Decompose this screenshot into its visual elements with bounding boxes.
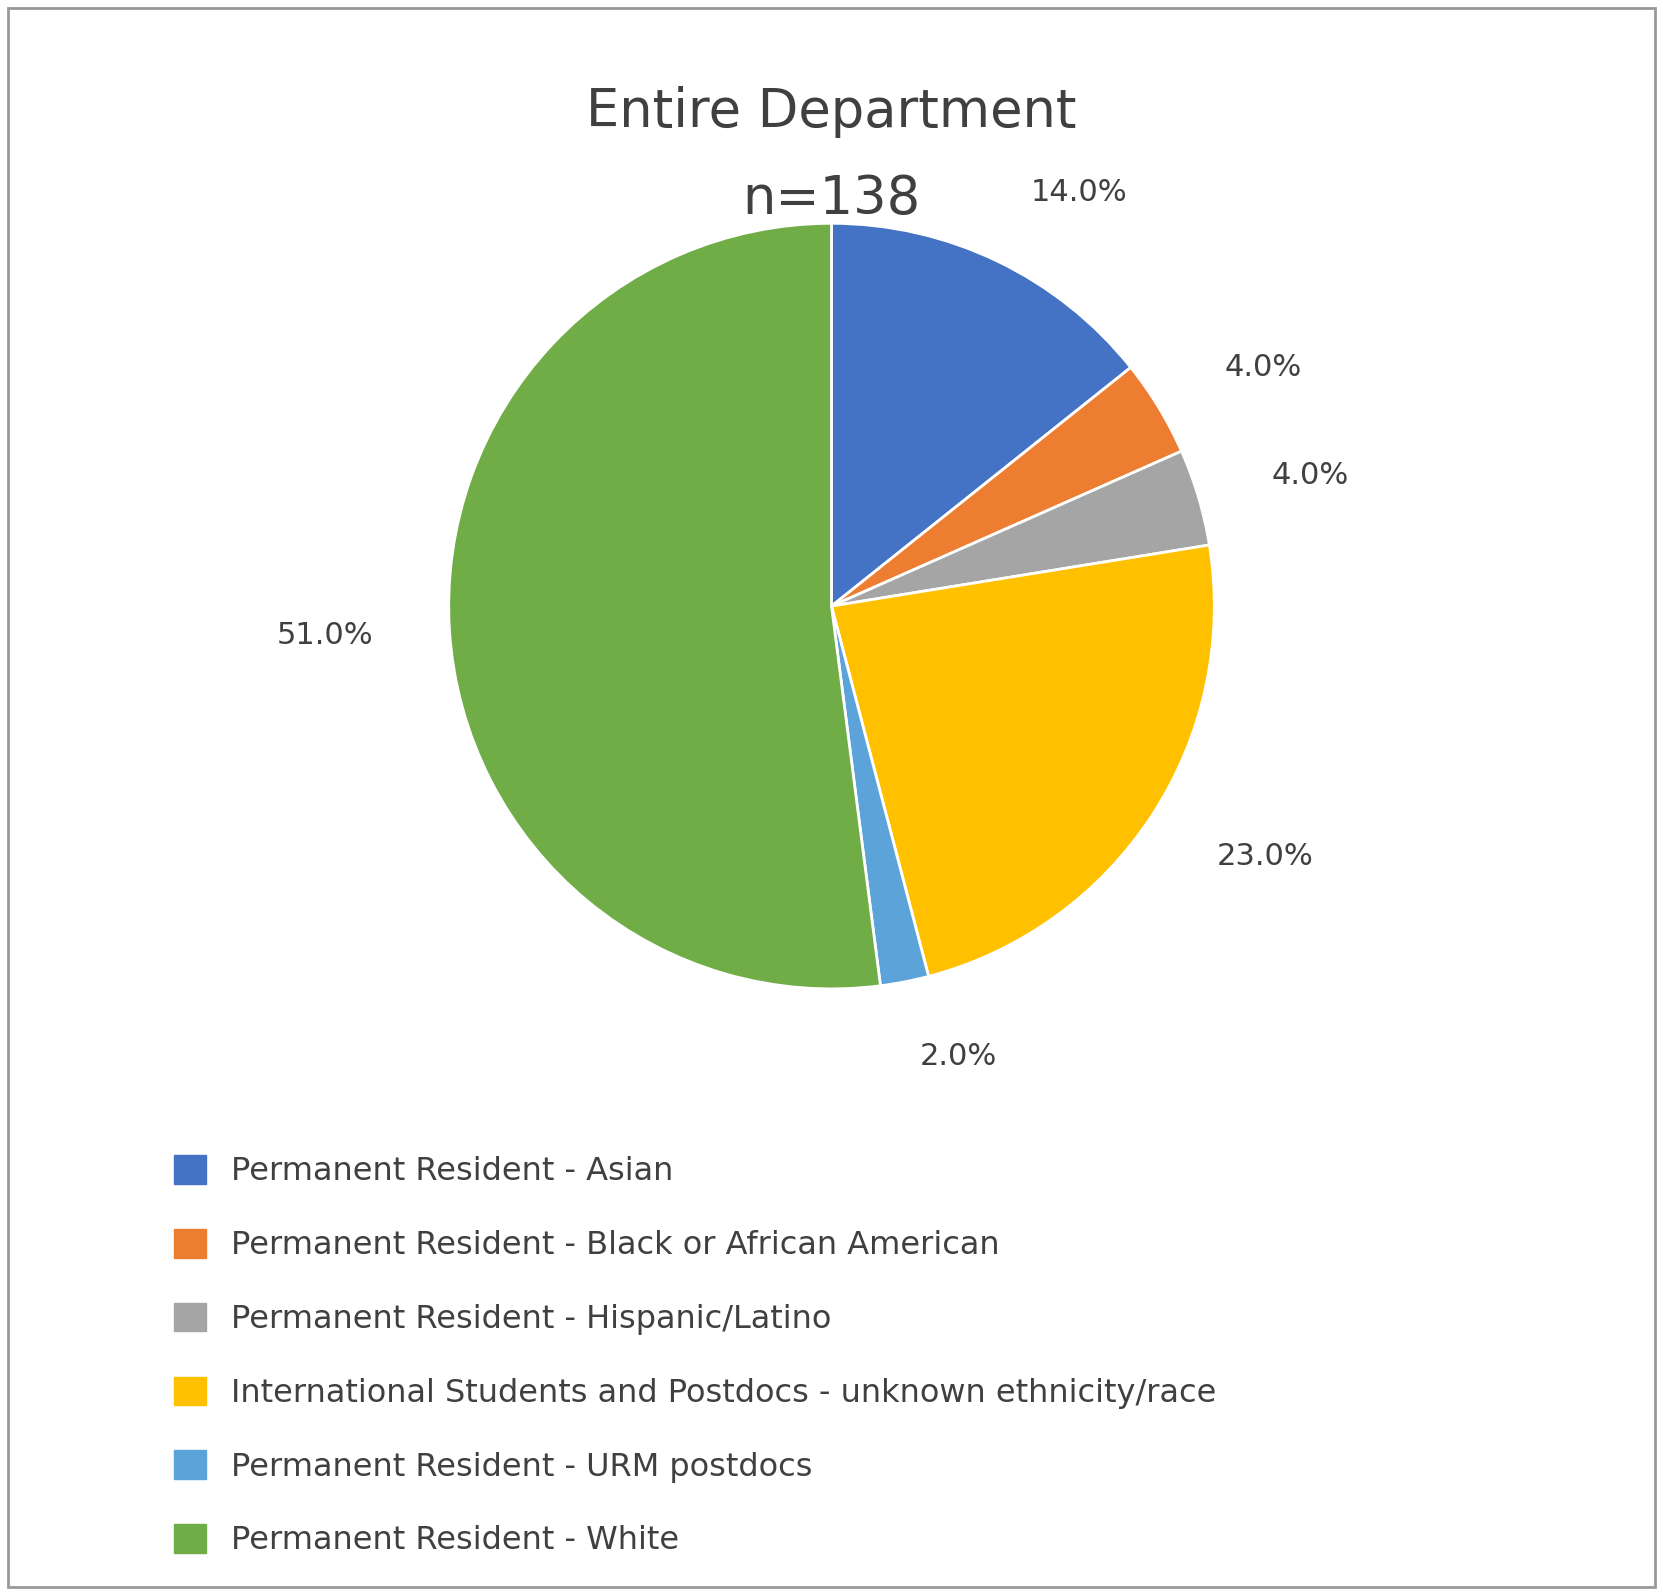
Wedge shape [832,545,1214,976]
Text: 4.0%: 4.0% [1224,354,1302,383]
Legend: Permanent Resident - Asian, Permanent Resident - Black or African American, Perm: Permanent Resident - Asian, Permanent Re… [175,1155,1217,1557]
Wedge shape [449,223,880,989]
Text: n=138: n=138 [742,174,921,225]
Wedge shape [832,367,1181,606]
Text: 51.0%: 51.0% [276,620,373,651]
Wedge shape [832,451,1209,606]
Wedge shape [832,223,1131,606]
Text: Entire Department: Entire Department [587,86,1076,137]
Text: 23.0%: 23.0% [1216,842,1314,871]
Text: 14.0%: 14.0% [1031,177,1128,207]
Text: 2.0%: 2.0% [920,1043,996,1072]
Wedge shape [832,606,928,986]
Text: 4.0%: 4.0% [1272,461,1349,490]
